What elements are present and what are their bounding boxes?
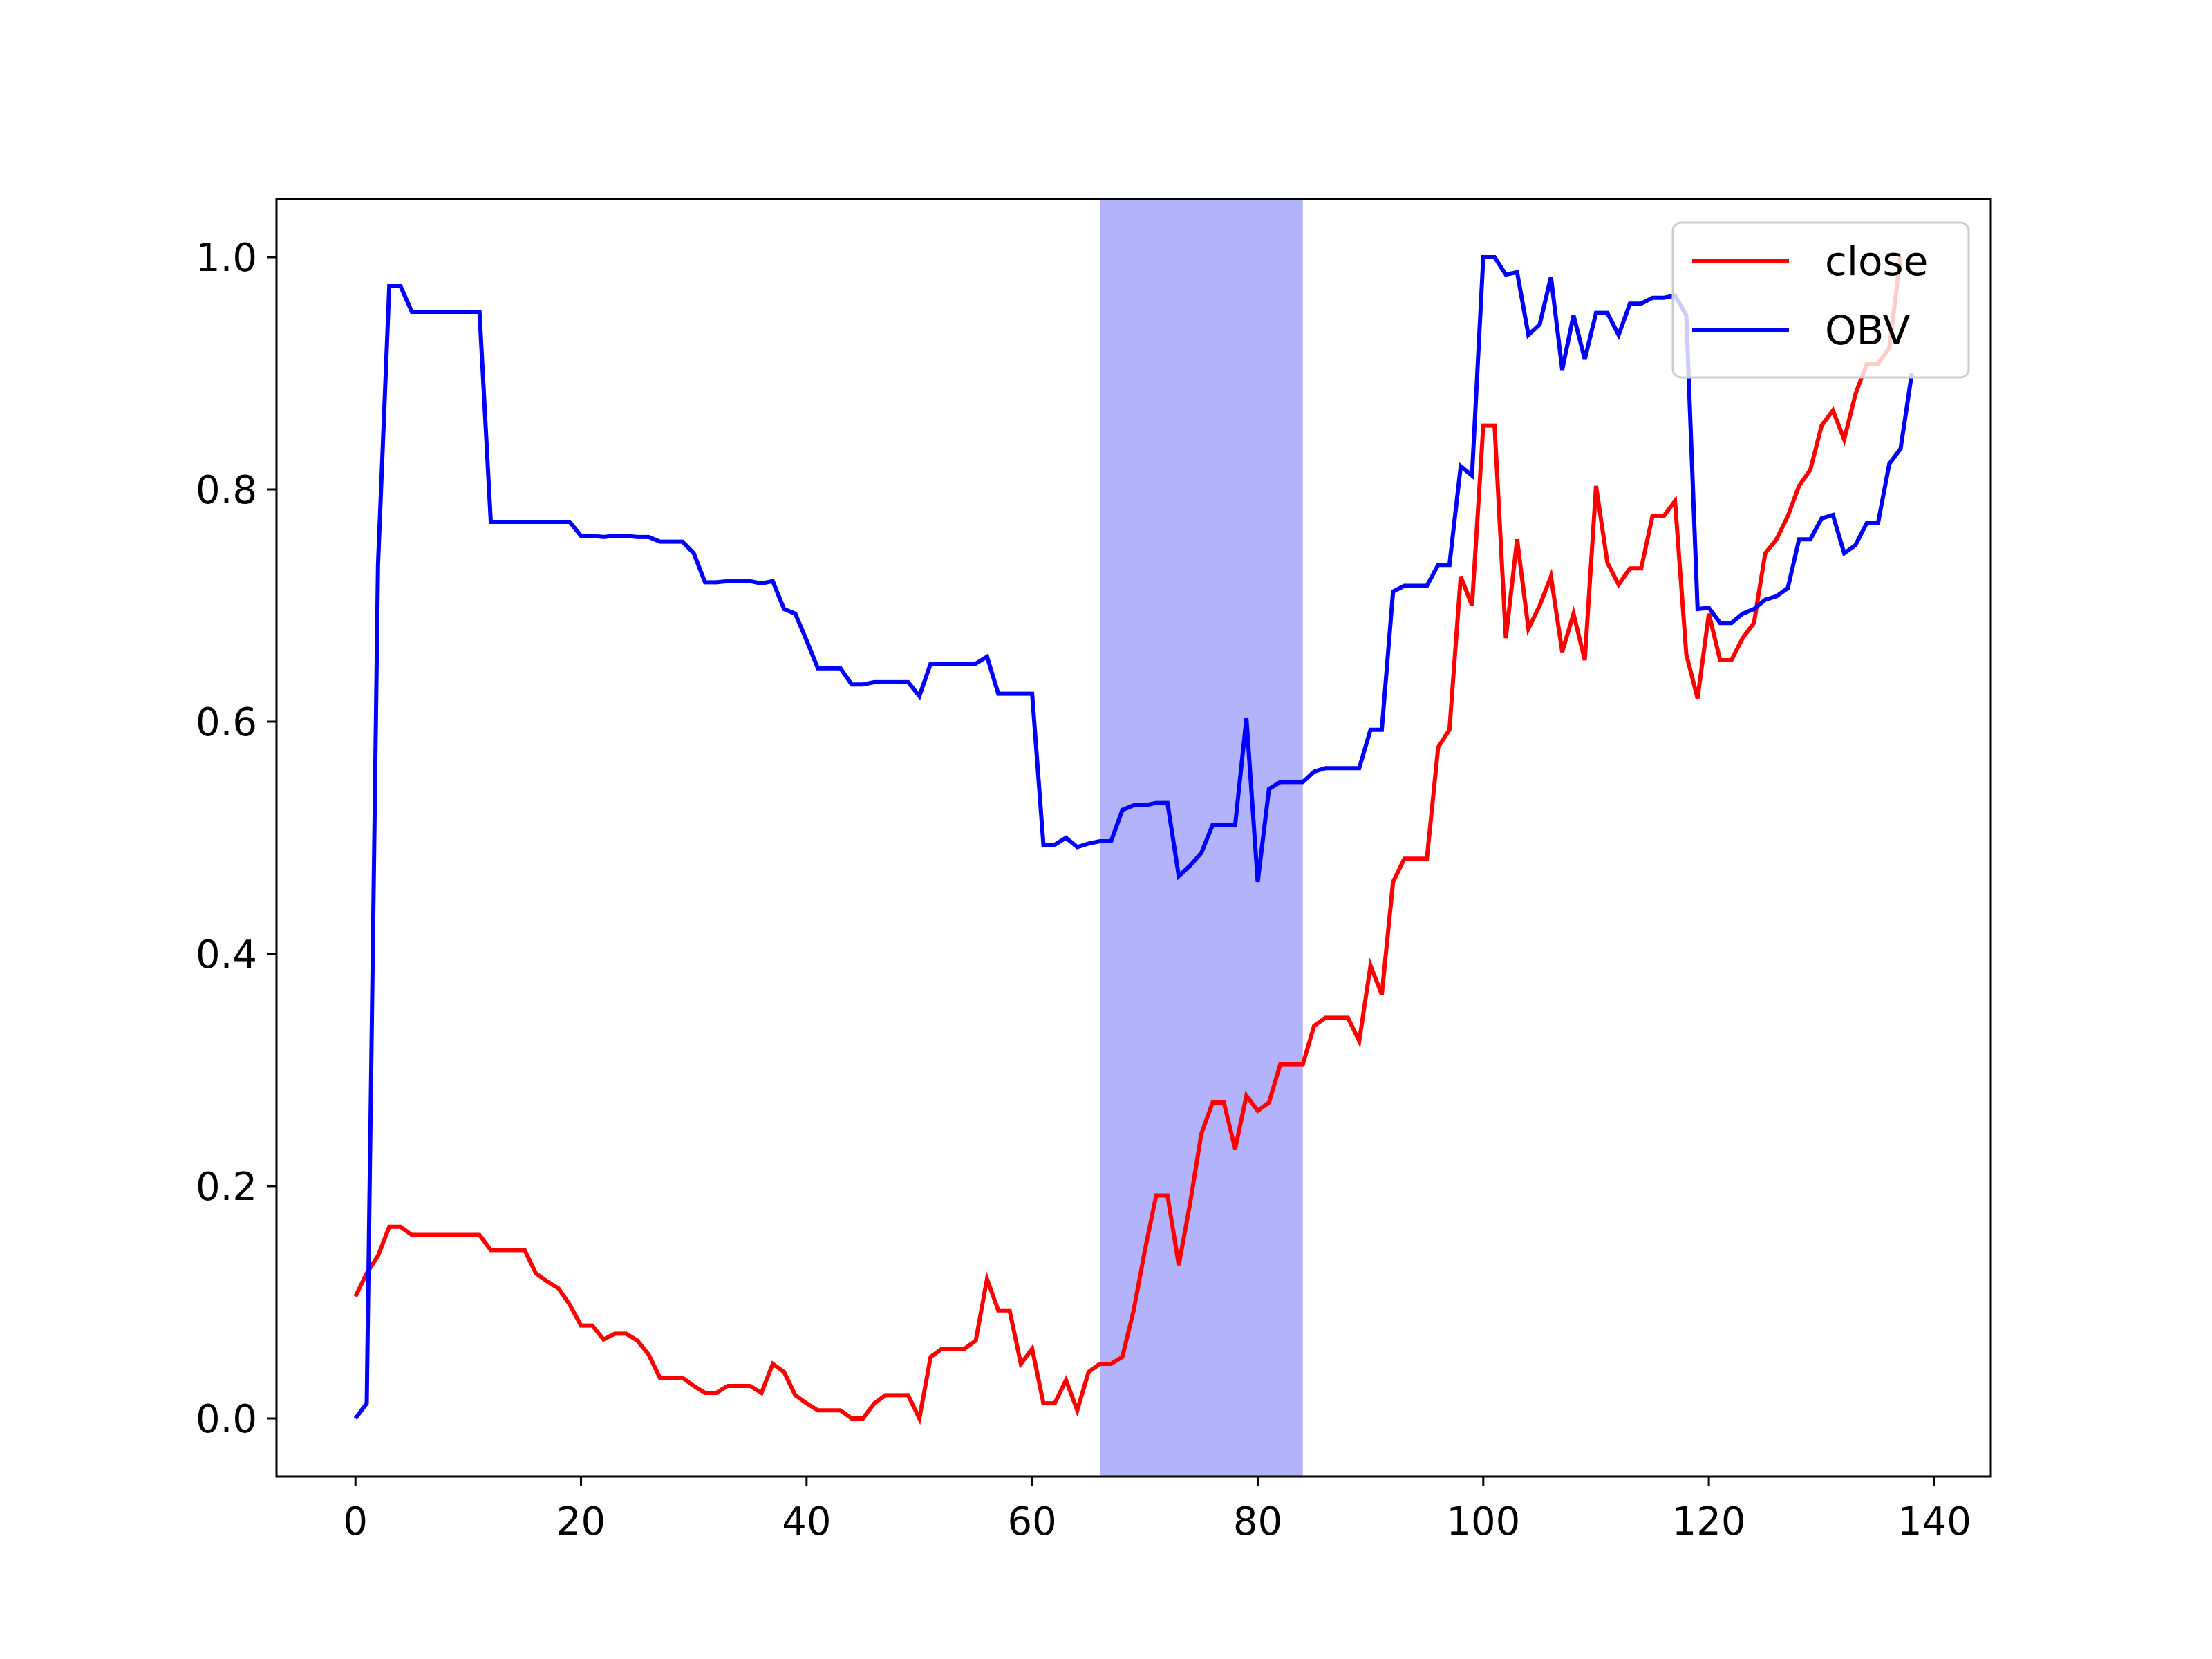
y-tick-label: 0.4 — [196, 932, 257, 977]
highlight-span — [1100, 199, 1303, 1477]
x-axis: 0 20 40 60 80 100 120 140 — [343, 1477, 1971, 1544]
series-layer — [353, 255, 1914, 1425]
plot-area — [275, 198, 1992, 1478]
x-tick-label: 60 — [1008, 1499, 1057, 1544]
y-tick-label: 0.6 — [196, 700, 257, 745]
x-tick-label: 40 — [782, 1499, 831, 1544]
y-tick-label: 0.8 — [196, 468, 257, 513]
x-tick-label: 120 — [1672, 1499, 1746, 1544]
y-tick-label: 1.0 — [196, 236, 257, 281]
series-line-obv — [353, 255, 1914, 1420]
legend-label-close: close — [1825, 238, 1928, 285]
highlight-span-layer — [1100, 199, 1303, 1477]
x-tick-label: 140 — [1897, 1499, 1971, 1544]
y-tick-label: 0.2 — [196, 1165, 257, 1210]
x-tick-label: 20 — [556, 1499, 606, 1544]
legend: close OBV — [1671, 221, 1970, 379]
legend-label-obv: OBV — [1825, 307, 1911, 354]
y-axis: 0.0 0.2 0.4 0.6 0.8 1.0 — [196, 236, 276, 1442]
x-tick-label: 80 — [1233, 1499, 1282, 1544]
x-tick-label: 0 — [343, 1499, 368, 1544]
y-tick-label: 0.0 — [196, 1397, 257, 1442]
series-line-close — [353, 256, 1903, 1425]
x-tick-label: 100 — [1446, 1499, 1520, 1544]
axes-frame — [275, 198, 1992, 1478]
